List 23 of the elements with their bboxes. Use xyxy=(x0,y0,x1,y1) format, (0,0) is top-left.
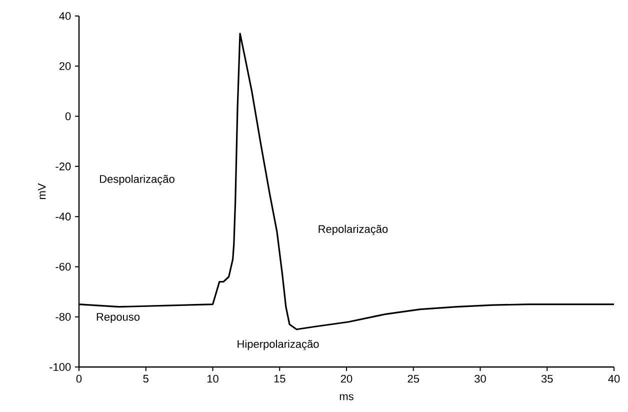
y-tick-label: 20 xyxy=(59,62,71,70)
y-tick-label: -80 xyxy=(56,312,71,321)
x-tick-label: 10 xyxy=(207,374,218,383)
annotation: Repolarização xyxy=(318,224,388,236)
x-tick-label: 35 xyxy=(541,374,553,383)
annotation: Hiperpolarização xyxy=(238,340,319,350)
x-tick-label: 15 xyxy=(274,374,286,383)
x-axis-title: ms xyxy=(340,394,354,400)
y-tick-label: -100 xyxy=(50,363,71,371)
x-tick-label: 25 xyxy=(408,374,420,383)
y-axis-title: mV xyxy=(38,183,46,200)
annotation: Despolarização xyxy=(100,174,174,186)
y-tick-label: 40 xyxy=(59,12,71,20)
y-tick-label: -40 xyxy=(56,212,71,220)
annotation: Repouso xyxy=(96,313,140,323)
y-tick-label: -20 xyxy=(56,162,71,170)
y-tick-label: -60 xyxy=(56,262,71,271)
x-tick-label: 0 xyxy=(76,374,82,383)
x-tick-label: 5 xyxy=(143,374,148,383)
x-tick-label: 40 xyxy=(608,374,620,383)
x-tick-label: 30 xyxy=(474,374,486,383)
x-tick-label: 20 xyxy=(340,374,352,383)
y-tick-label: 0 xyxy=(65,112,71,120)
